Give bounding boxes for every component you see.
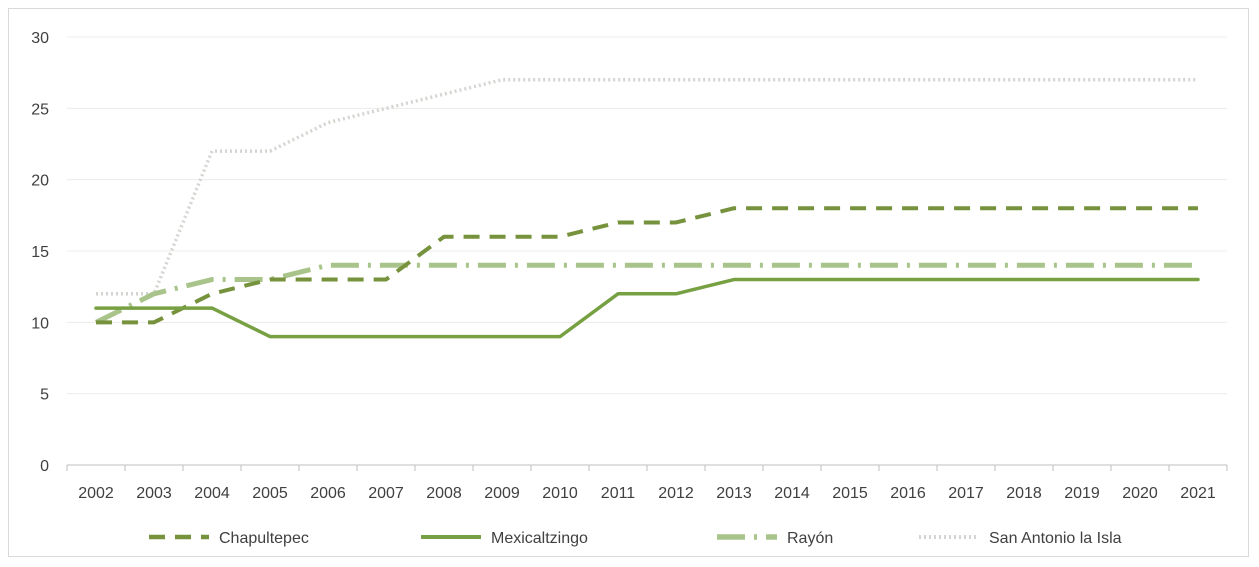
y-tick-label: 20 [31, 173, 49, 190]
y-tick-label: 5 [40, 387, 49, 404]
series-line-san-antonio-la-isla [96, 78, 1198, 296]
x-tick-label: 2008 [426, 485, 462, 502]
x-tick-label: 2011 [601, 485, 636, 502]
y-axis: 0 5 10 15 20 25 30 [31, 30, 49, 475]
y-tick-label: 0 [40, 458, 49, 475]
x-tick-label: 2019 [1064, 485, 1100, 502]
x-tick-label: 2015 [832, 485, 868, 502]
legend-label: Chapultepec [219, 530, 309, 547]
x-tick-label: 2006 [310, 485, 346, 502]
legend-label: Mexicaltzingo [491, 530, 588, 547]
legend-label: San Antonio la Isla [989, 530, 1122, 547]
x-tick-label: 2017 [948, 485, 984, 502]
series-line-ray-n [94, 262, 1198, 325]
y-tick-label: 15 [31, 244, 49, 261]
x-tick-label: 2005 [252, 485, 288, 502]
x-tick-label: 2002 [78, 485, 114, 502]
x-tick-label: 2004 [194, 485, 230, 502]
series-lines [94, 78, 1200, 339]
x-tick-label: 2018 [1006, 485, 1042, 502]
legend: Chapultepec Mexicaltzingo Rayón San Antonio… [149, 530, 1122, 547]
series-line-chapultepec [96, 206, 1198, 325]
legend-label: Rayón [787, 530, 833, 547]
x-tick-label: 2009 [484, 485, 520, 502]
gridlines [67, 36, 1227, 395]
y-tick-label: 25 [31, 101, 49, 118]
x-tick-label: 2012 [658, 485, 694, 502]
chart-frame: 0 5 10 15 20 25 30 2002 2003 2004 2005 2006 2007 200… [8, 8, 1249, 557]
x-tick-label: 2021 [1180, 485, 1216, 502]
x-tick-label: 2003 [136, 485, 172, 502]
x-tick-label: 2013 [716, 485, 752, 502]
x-tick-label: 2010 [542, 485, 578, 502]
y-tick-label: 10 [31, 315, 49, 332]
series-line-mexicaltzingo [94, 277, 1200, 339]
x-tick-label: 2020 [1122, 485, 1158, 502]
x-tick-label: 2014 [774, 485, 810, 502]
x-axis: 2002 2003 2004 2005 2006 2007 2008 2009 2010 2011… [66, 464, 1228, 502]
y-tick-label: 30 [31, 30, 49, 47]
x-tick-label: 2007 [368, 485, 404, 502]
x-tick-label: 2016 [890, 485, 926, 502]
